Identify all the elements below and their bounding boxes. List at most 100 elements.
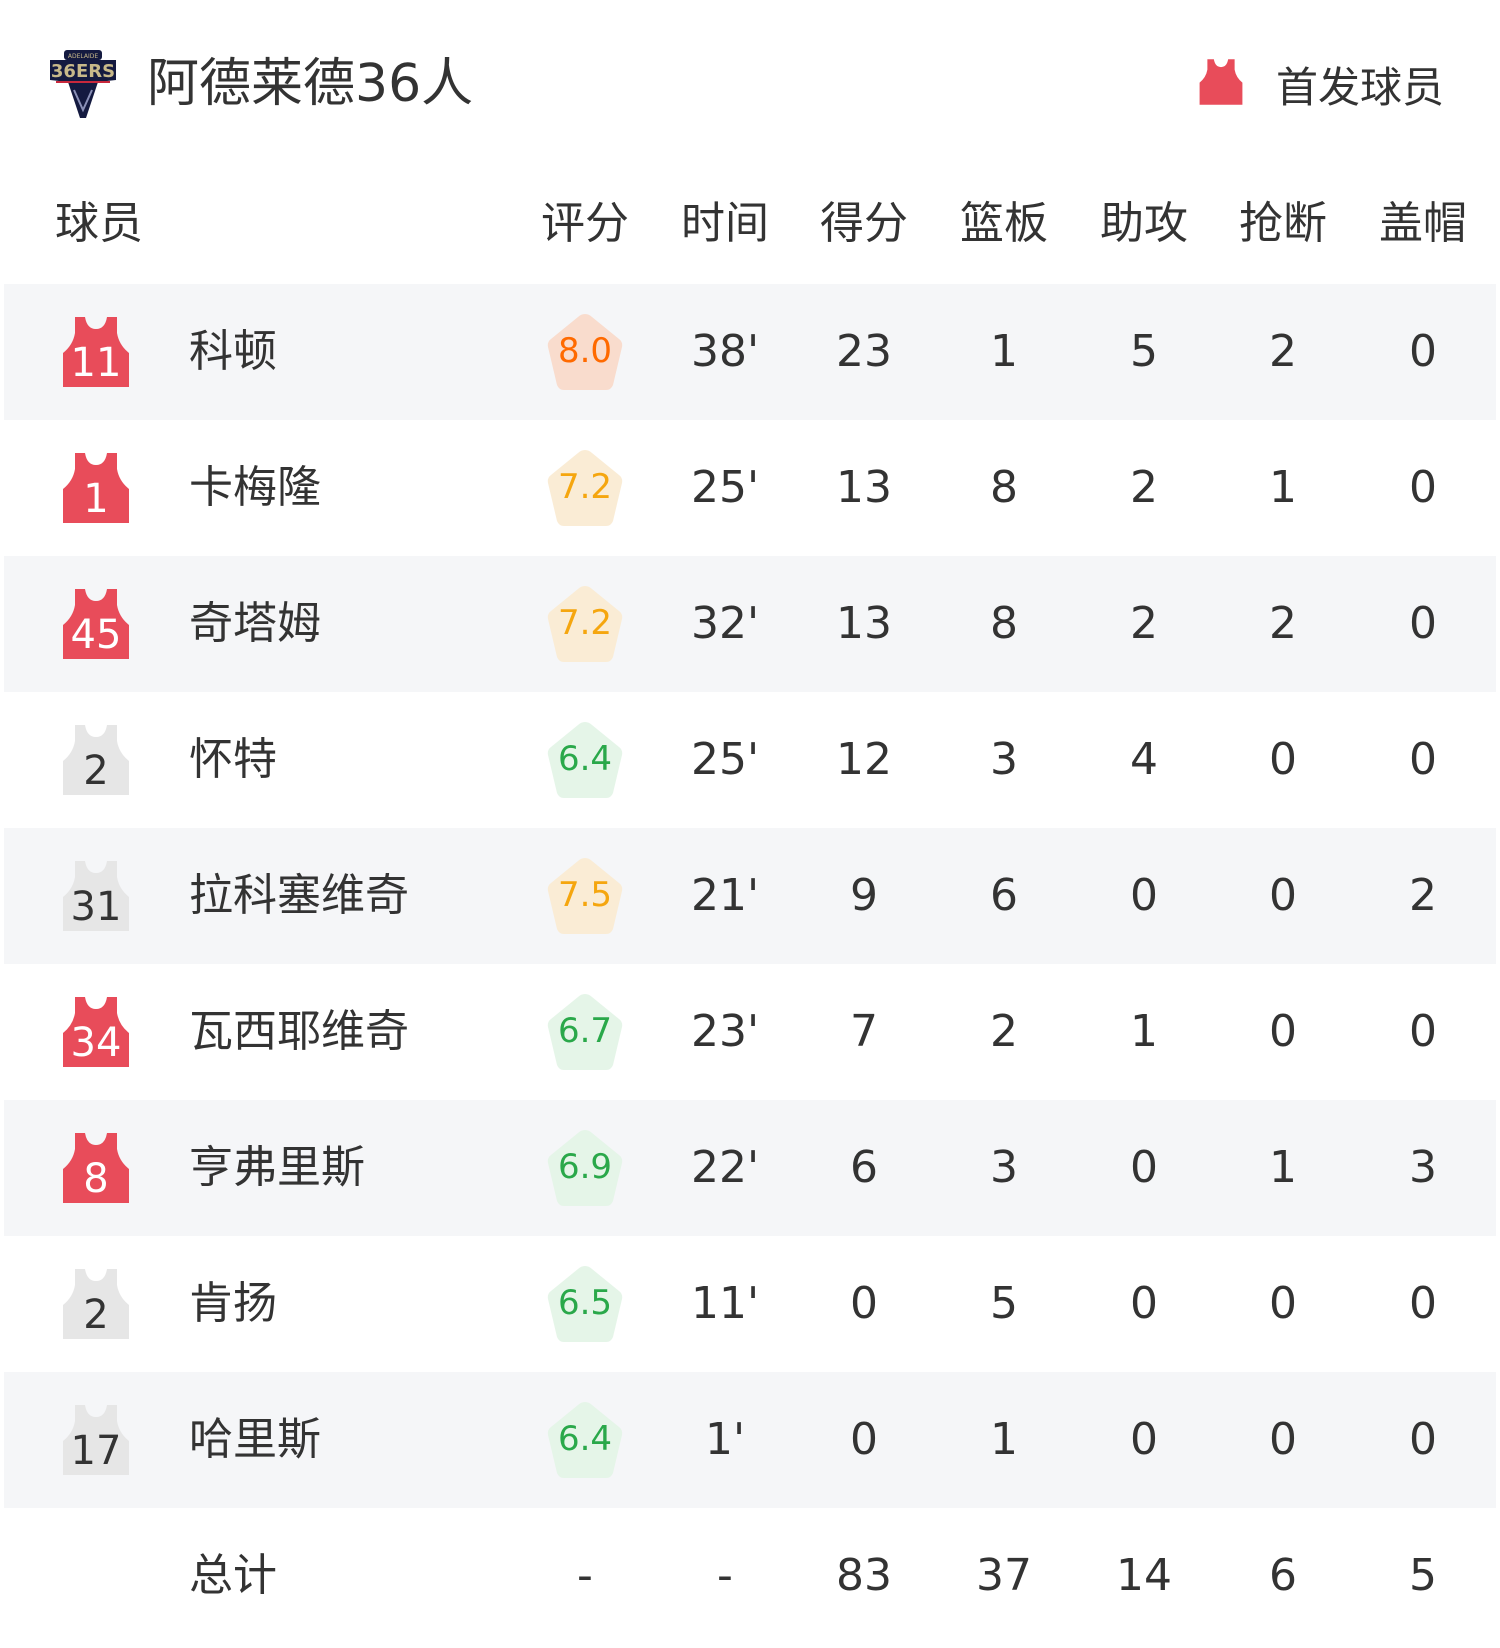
jersey-icon xyxy=(61,587,131,661)
totals-row: 总计 - - 83 37 14 6 5 xyxy=(4,1508,1496,1644)
stat-minutes: 25' xyxy=(690,734,760,785)
player-name[interactable]: 哈里斯 xyxy=(189,1414,321,1465)
stat-minutes: 23' xyxy=(690,1006,760,1057)
column-header-blocks: 盖帽 xyxy=(1379,198,1467,249)
table-row[interactable]: 31 拉科塞维奇 7.5 21' 9 6 0 0 2 xyxy=(4,828,1496,964)
rating-badge: 7.2 xyxy=(545,447,625,529)
stat-rebounds: 8 xyxy=(990,598,1018,649)
stat-minutes: 25' xyxy=(690,462,760,513)
rating-value: 7.2 xyxy=(557,467,613,507)
stat-minutes: 1' xyxy=(704,1414,746,1465)
totals-rating: - xyxy=(577,1550,593,1601)
player-name[interactable]: 怀特 xyxy=(189,734,277,785)
player-name[interactable]: 肯扬 xyxy=(189,1278,277,1329)
stat-blocks: 0 xyxy=(1409,1278,1437,1329)
stat-blocks: 2 xyxy=(1409,870,1437,921)
stat-steals: 0 xyxy=(1269,734,1297,785)
team-name: 阿德莱德36人 xyxy=(147,54,474,114)
rating-badge: 6.7 xyxy=(545,991,625,1073)
player-name[interactable]: 卡梅隆 xyxy=(189,462,321,513)
stat-points: 6 xyxy=(850,1142,878,1193)
jersey-number: 34 xyxy=(70,1020,122,1066)
table-header: 球员 评分 时间 得分 篮板 助攻 抢断 盖帽 xyxy=(0,194,1500,254)
jersey-icon xyxy=(61,859,131,933)
stat-points: 23 xyxy=(836,326,892,377)
player-name[interactable]: 科顿 xyxy=(189,326,277,377)
starter-legend: 首发球员 xyxy=(1198,54,1444,114)
stat-rebounds: 8 xyxy=(990,462,1018,513)
stat-steals: 1 xyxy=(1269,462,1297,513)
team-header: ADELAIDE 36ERS 阿德莱德36人 首发球员 xyxy=(0,0,1500,170)
stat-assists: 2 xyxy=(1130,598,1158,649)
stat-minutes: 22' xyxy=(690,1142,760,1193)
player-name[interactable]: 亨弗里斯 xyxy=(189,1142,365,1193)
stat-blocks: 0 xyxy=(1409,462,1437,513)
stat-rebounds: 3 xyxy=(990,1142,1018,1193)
stat-steals: 0 xyxy=(1269,1278,1297,1329)
rating-value: 6.5 xyxy=(557,1283,613,1323)
jersey-icon xyxy=(61,1131,131,1205)
column-header-player: 球员 xyxy=(55,198,143,249)
rating-badge: 7.5 xyxy=(545,855,625,937)
column-header-assists: 助攻 xyxy=(1100,198,1188,249)
stat-steals: 0 xyxy=(1269,1414,1297,1465)
player-name[interactable]: 瓦西耶维奇 xyxy=(189,1006,409,1057)
column-header-points: 得分 xyxy=(820,198,908,249)
jersey-number: 31 xyxy=(70,884,122,930)
stat-assists: 1 xyxy=(1130,1006,1158,1057)
stat-blocks: 3 xyxy=(1409,1142,1437,1193)
jersey-number: 17 xyxy=(70,1428,122,1474)
table-row[interactable]: 2 肯扬 6.5 11' 0 5 0 0 0 xyxy=(4,1236,1496,1372)
table-row[interactable]: 1 卡梅隆 7.2 25' 13 8 2 1 0 xyxy=(4,420,1496,556)
jersey-number: 2 xyxy=(83,1292,109,1338)
jersey-number: 8 xyxy=(83,1156,109,1202)
stat-assists: 0 xyxy=(1130,1414,1158,1465)
legend-label: 首发球员 xyxy=(1276,62,1445,112)
rating-value: 7.2 xyxy=(557,603,613,643)
jersey-icon xyxy=(61,315,131,389)
stat-points: 12 xyxy=(836,734,892,785)
stat-blocks: 0 xyxy=(1409,1414,1437,1465)
stat-rebounds: 5 xyxy=(990,1278,1018,1329)
stat-blocks: 0 xyxy=(1409,598,1437,649)
stat-rebounds: 3 xyxy=(990,734,1018,785)
team-logo: ADELAIDE 36ERS xyxy=(46,46,120,122)
totals-blocks: 5 xyxy=(1409,1550,1437,1601)
stat-rebounds: 2 xyxy=(990,1006,1018,1057)
stat-blocks: 0 xyxy=(1409,734,1437,785)
column-header-steals: 抢断 xyxy=(1239,198,1327,249)
table-row[interactable]: 45 奇塔姆 7.2 32' 13 8 2 2 0 xyxy=(4,556,1496,692)
totals-points: 83 xyxy=(836,1550,892,1601)
stat-minutes: 38' xyxy=(690,326,760,377)
stat-points: 9 xyxy=(850,870,878,921)
rating-badge: 6.4 xyxy=(545,719,625,801)
stat-steals: 2 xyxy=(1269,598,1297,649)
totals-minutes: - xyxy=(717,1550,733,1601)
stat-points: 0 xyxy=(850,1278,878,1329)
table-row[interactable]: 11 科顿 8.0 38' 23 1 5 2 0 xyxy=(4,284,1496,420)
jersey-number: 2 xyxy=(83,748,109,794)
table-row[interactable]: 34 瓦西耶维奇 6.7 23' 7 2 1 0 0 xyxy=(4,964,1496,1100)
rating-badge: 6.9 xyxy=(545,1127,625,1209)
jersey-icon xyxy=(61,451,131,525)
stat-steals: 2 xyxy=(1269,326,1297,377)
stat-assists: 0 xyxy=(1130,870,1158,921)
stat-rebounds: 1 xyxy=(990,1414,1018,1465)
jersey-icon xyxy=(61,995,131,1069)
jersey-number: 1 xyxy=(83,476,109,522)
rating-value: 6.4 xyxy=(557,1419,613,1459)
rating-badge: 8.0 xyxy=(545,311,625,393)
jersey-icon xyxy=(1198,58,1244,110)
totals-label: 总计 xyxy=(189,1550,277,1601)
player-name[interactable]: 拉科塞维奇 xyxy=(189,870,409,921)
table-row[interactable]: 8 亨弗里斯 6.9 22' 6 3 0 1 3 xyxy=(4,1100,1496,1236)
table-row[interactable]: 2 怀特 6.4 25' 12 3 4 0 0 xyxy=(4,692,1496,828)
rating-value: 6.7 xyxy=(557,1011,613,1051)
table-row[interactable]: 17 哈里斯 6.4 1' 0 1 0 0 0 xyxy=(4,1372,1496,1508)
player-stats-table: 11 科顿 8.0 38' 23 1 5 2 0 1 卡梅隆 7.2 25' 13 8 2 1 0 45 奇塔姆 7.2… xyxy=(4,284,1496,1644)
totals-rebounds: 37 xyxy=(976,1550,1032,1601)
jersey-icon xyxy=(61,1403,131,1477)
rating-badge: 6.5 xyxy=(545,1263,625,1345)
player-name[interactable]: 奇塔姆 xyxy=(189,598,321,649)
column-header-rating: 评分 xyxy=(541,198,629,249)
